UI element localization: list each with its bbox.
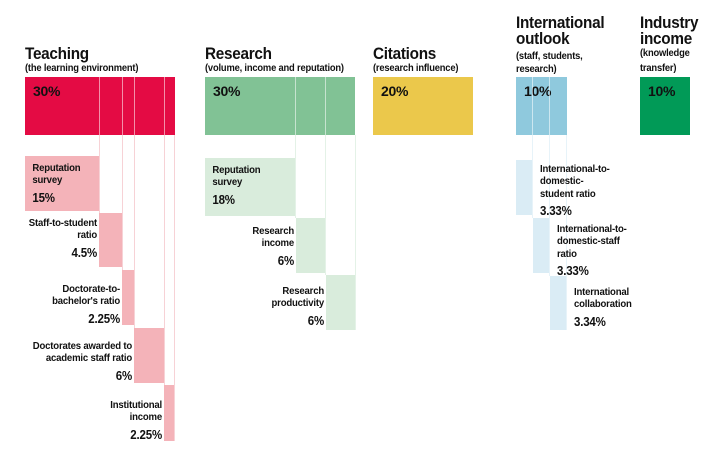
segment-callout: International-to-domestic-staff ratio 3.…	[557, 224, 631, 278]
segment-value: 3.33%	[557, 263, 589, 278]
segment-label: Research income	[252, 226, 294, 250]
segment-value: 4.5%	[71, 245, 98, 260]
group-title: Research	[205, 44, 272, 63]
segment-block-research-income	[296, 218, 325, 273]
segment-divider	[99, 77, 100, 135]
group-subtitle: (volume, income and reputation)	[205, 63, 344, 74]
segment-divider	[164, 77, 165, 135]
segment-block-intl-collaboration	[550, 276, 566, 330]
segment-divider	[295, 77, 296, 135]
group-subtitle: (research influence)	[373, 63, 459, 74]
segment-value: 6%	[307, 313, 324, 328]
main-bar-citations: 20%	[373, 77, 473, 135]
segment-callout: Research income 6%	[220, 226, 294, 268]
segment-value: 15%	[32, 190, 55, 205]
segment-block-reputation-survey: Reputation survey 15%	[25, 156, 99, 211]
segment-block-reputation-survey: Reputation survey 18%	[205, 158, 295, 216]
segment-callout: Doctorates awarded to academic staff rat…	[15, 341, 132, 383]
segment-callout: Doctorate-to-bachelor's ratio 2.25%	[37, 284, 120, 326]
guide-line	[122, 135, 123, 270]
guide-line	[566, 135, 567, 330]
guide-line	[295, 135, 296, 218]
segment-callout: International collaboration 3.34%	[574, 287, 657, 329]
segment-block-staff-to-student	[99, 213, 122, 267]
weight-label: 10%	[648, 83, 676, 99]
segment-block-intl-student-ratio	[516, 160, 532, 215]
guide-line	[164, 135, 165, 385]
segment-label: Institutional income	[110, 400, 162, 424]
segment-callout: Institutional income 2.25%	[79, 400, 162, 442]
segment-divider	[549, 77, 550, 135]
main-bar-industry: 10%	[640, 77, 690, 135]
segment-callout: Staff-to-student ratio 4.5%	[10, 218, 97, 260]
guide-line	[99, 135, 100, 213]
weight-label: 20%	[381, 83, 409, 99]
segment-label: International-to-domestic-student ratio	[540, 164, 610, 200]
segment-label: Research productivity	[271, 286, 325, 310]
weight-label: 30%	[33, 83, 61, 99]
guide-line	[549, 135, 550, 276]
guide-line	[325, 135, 326, 275]
guide-line	[134, 135, 135, 328]
segment-label: International-to-domestic-staff ratio	[557, 224, 627, 260]
segment-label: International collaboration	[574, 287, 632, 311]
main-bar-research: 30%	[205, 77, 355, 135]
main-bar-international: 10%	[516, 77, 567, 135]
group-subtitle: (knowledge transfer)	[640, 48, 690, 74]
group-subtitle: (the learning environment)	[25, 63, 139, 74]
guide-line	[532, 135, 533, 218]
segment-value: 18%	[212, 192, 235, 207]
segment-divider	[122, 77, 123, 135]
group-title: Teaching	[25, 44, 89, 63]
segment-value: 2.25%	[130, 427, 162, 442]
segment-label: Doctorates awarded to academic staff rat…	[32, 341, 132, 365]
segment-value: 3.33%	[540, 203, 572, 218]
group-title: International outlook	[516, 13, 605, 48]
segment-block-institutional-income	[164, 385, 174, 441]
weight-label: 30%	[213, 83, 241, 99]
segment-block-doctorate-bachelor	[122, 270, 134, 325]
segment-label: Reputation survey	[212, 165, 261, 189]
segment-divider	[134, 77, 135, 135]
group-title: Citations	[373, 44, 437, 63]
group-title: Industry income	[640, 13, 699, 48]
weight-label: 10%	[524, 83, 552, 99]
segment-value: 3.34%	[574, 314, 606, 329]
main-bar-teaching: 30%	[25, 77, 175, 135]
guide-line	[174, 135, 175, 441]
segment-value: 2.25%	[88, 311, 120, 326]
segment-label: Doctorate-to-bachelor's ratio	[52, 284, 120, 308]
guide-line	[355, 135, 356, 330]
segment-divider	[532, 77, 533, 135]
group-subtitle: (staff, students, research)	[516, 51, 583, 75]
segment-value: 6%	[115, 368, 132, 383]
segment-block-research-productivity	[326, 275, 355, 330]
segment-callout: International-to-domestic-student ratio …	[540, 164, 614, 218]
segment-label: Reputation survey	[32, 163, 81, 187]
segment-divider	[325, 77, 326, 135]
segment-block-doctorates-awarded	[134, 328, 164, 383]
segment-block-intl-staff-ratio	[533, 218, 549, 273]
segment-callout: Research productivity 6%	[232, 286, 325, 328]
segment-label: Staff-to-student ratio	[28, 218, 97, 242]
segment-value: 6%	[277, 253, 294, 268]
